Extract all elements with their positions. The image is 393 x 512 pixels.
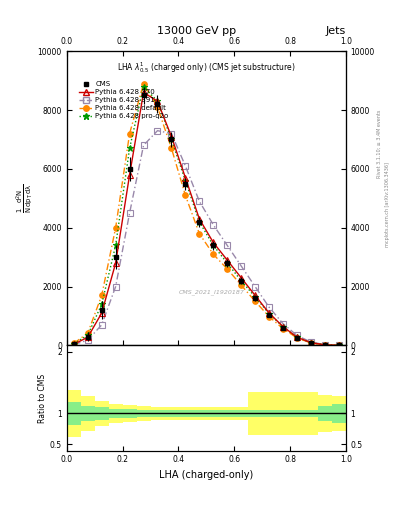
Y-axis label: Ratio to CMS: Ratio to CMS bbox=[38, 373, 47, 422]
Text: 13000 GeV pp: 13000 GeV pp bbox=[157, 26, 236, 36]
Text: Jets: Jets bbox=[325, 26, 346, 36]
Text: CMS_2021_I1920187: CMS_2021_I1920187 bbox=[179, 290, 245, 295]
Text: Rivet 3.1.10; ≥ 3.4M events: Rivet 3.1.10; ≥ 3.4M events bbox=[377, 109, 382, 178]
Legend: CMS, Pythia 6.428 370, Pythia 6.428 391, Pythia 6.428 default, Pythia 6.428 pro-: CMS, Pythia 6.428 370, Pythia 6.428 391,… bbox=[76, 78, 171, 122]
X-axis label: LHA (charged-only): LHA (charged-only) bbox=[159, 470, 253, 480]
Y-axis label: $\frac{1}{\rm N}\frac{{\rm d}^2N}{{\rm d}p_{\rm T}\,{\rm d}\lambda}$: $\frac{1}{\rm N}\frac{{\rm d}^2N}{{\rm d… bbox=[14, 183, 35, 213]
Text: LHA $\lambda^{1}_{0.5}$ (charged only) (CMS jet substructure): LHA $\lambda^{1}_{0.5}$ (charged only) (… bbox=[117, 60, 296, 75]
Text: mcplots.cern.ch [arXiv:1306.3436]: mcplots.cern.ch [arXiv:1306.3436] bbox=[385, 162, 389, 247]
